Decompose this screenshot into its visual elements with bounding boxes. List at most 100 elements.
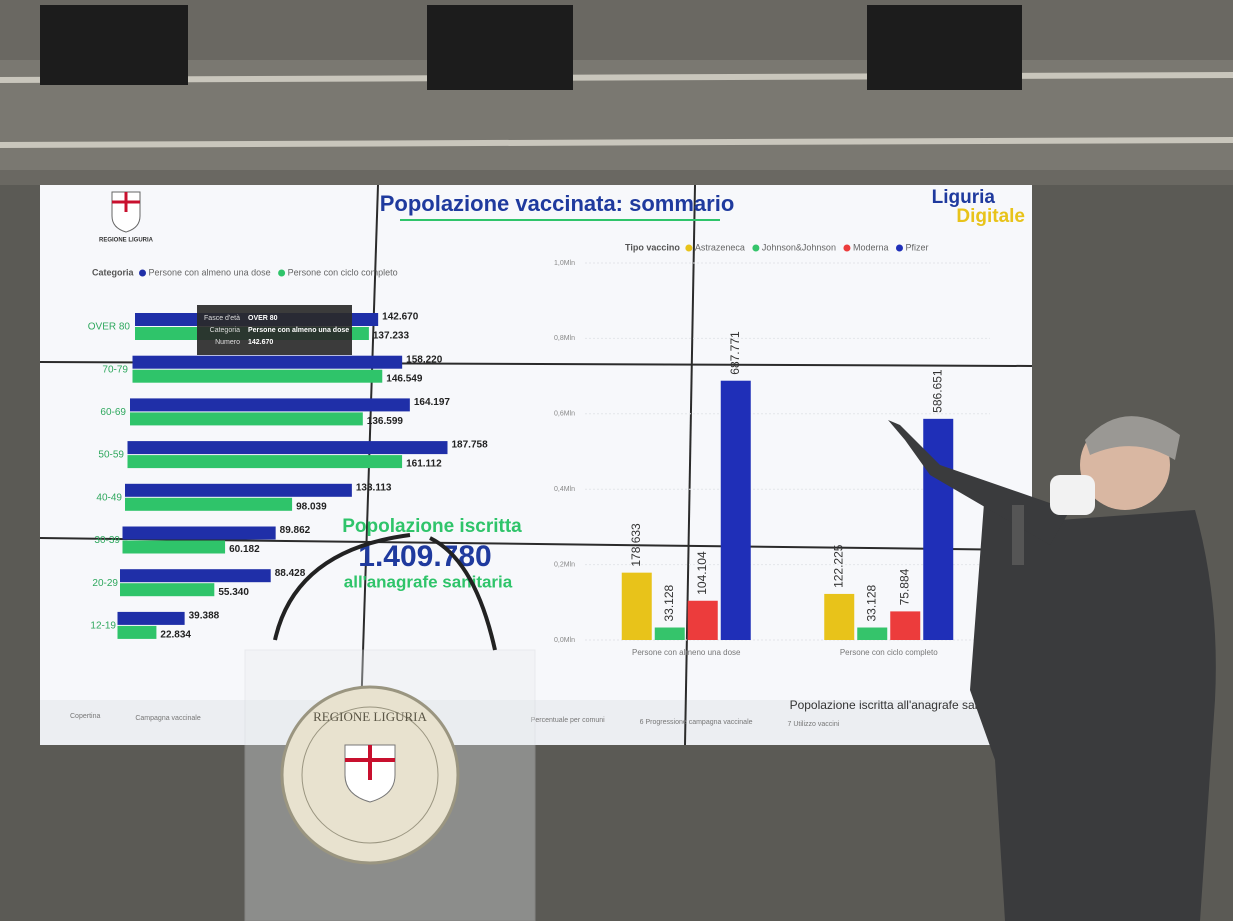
value-label: 75.884: [897, 568, 911, 605]
value-label: 39.388: [189, 611, 220, 622]
tab[interactable]: 7 Utilizzo vaccini: [788, 721, 840, 728]
value-label: 137.233: [373, 331, 410, 342]
center-number: 1.409.780: [358, 540, 491, 573]
bar: [890, 611, 920, 640]
tab[interactable]: Copertina: [70, 713, 100, 720]
tab[interactable]: Percentuale per comuni: [531, 717, 605, 724]
category-label: 40-49: [96, 492, 122, 503]
value-label: 133.113: [356, 482, 392, 493]
category-label: 12-19: [90, 621, 116, 632]
value-label: 164.197: [414, 397, 451, 408]
spotlight: [40, 5, 188, 85]
brand-top: Liguria: [932, 187, 996, 208]
value-label: 161.112: [406, 459, 442, 470]
logo-caption: REGIONE LIGURIA: [99, 238, 154, 244]
y-tick-label: 0,0Mln: [554, 637, 575, 644]
y-tick-label: 0,8Mln: [554, 335, 575, 342]
bar: [130, 398, 410, 411]
legend-swatch: [685, 245, 692, 252]
speaker-mask: [1050, 475, 1095, 515]
screen-title: Popolazione vaccinata: sommario: [380, 191, 735, 216]
y-tick-label: 0,2Mln: [554, 561, 575, 568]
value-label: 136.599: [367, 416, 404, 427]
bar: [120, 583, 214, 596]
tooltip-value: Persone con almeno una dose: [248, 327, 349, 334]
legend-swatch: [843, 245, 850, 252]
value-label: 22.834: [160, 630, 191, 641]
bar: [120, 569, 271, 582]
spotlight: [867, 5, 1022, 90]
value-label: 89.862: [280, 525, 311, 536]
value-label: 60.182: [229, 544, 260, 555]
value-label: 142.670: [382, 312, 419, 323]
value-label: 158.220: [406, 354, 443, 365]
brand-bottom: Digitale: [956, 206, 1025, 227]
legend-title: Categoria: [92, 267, 135, 277]
value-label: 187.758: [452, 440, 489, 451]
value-label: 104.104: [695, 551, 709, 595]
value-label: 88.428: [275, 568, 306, 579]
y-tick-label: 1,0Mln: [554, 260, 575, 267]
scene: REGIONE LIGURIA Popolazione vaccinata: s…: [0, 0, 1233, 921]
bar: [123, 541, 226, 554]
y-tick-label: 0,6Mln: [554, 411, 575, 418]
legend-label: Johnson&Johnson: [762, 242, 836, 252]
page: REGIONE LIGURIA Popolazione vaccinata: s…: [0, 0, 1233, 921]
legend-label: Moderna: [853, 242, 889, 252]
bar: [118, 612, 185, 625]
spotlight: [427, 5, 573, 90]
category-label: 60-69: [100, 407, 126, 418]
legend-swatch: [896, 245, 903, 252]
tooltip-value: OVER 80: [248, 315, 278, 322]
x-tick-label: Persone con almeno una dose: [632, 648, 741, 657]
tooltip-key: Numero: [215, 339, 240, 346]
speaker-body: [970, 490, 1216, 921]
legend-swatch: [139, 270, 146, 277]
bar: [130, 412, 363, 425]
center-line1: Popolazione iscritta: [342, 516, 522, 537]
bar: [923, 419, 953, 640]
category-label: 70-79: [102, 364, 128, 375]
legend-label: Persone con almeno una dose: [149, 267, 271, 277]
handheld-mic: [1012, 505, 1024, 565]
value-label: 33.128: [662, 584, 676, 621]
value-label: 178.633: [629, 523, 643, 567]
tab[interactable]: Campagna vaccinale: [135, 715, 200, 722]
value-label: 55.340: [218, 587, 249, 598]
bar: [133, 370, 383, 383]
tooltip-key: Categoria: [210, 327, 240, 334]
bar: [133, 356, 403, 369]
category-label: 20-29: [92, 578, 118, 589]
category-label: OVER 80: [88, 322, 131, 333]
legend-label: Astrazeneca: [695, 242, 745, 252]
bar: [125, 484, 352, 497]
value-label: 586.651: [930, 369, 944, 413]
podium-label: REGIONE LIGURIA: [313, 709, 427, 724]
value-label: 146.549: [386, 373, 423, 384]
value-label: 98.039: [296, 501, 327, 512]
value-label: 687.771: [728, 331, 742, 375]
bar: [125, 498, 292, 511]
tooltip-value: 142.670: [248, 339, 273, 346]
tab[interactable]: 6 Progressione campagna vaccinale: [640, 719, 753, 726]
category-label: 50-59: [98, 450, 124, 461]
bar: [128, 455, 403, 468]
legend-swatch: [278, 270, 285, 277]
bar: [123, 527, 276, 540]
bar: [688, 601, 718, 640]
bar: [622, 573, 652, 640]
bar: [721, 381, 751, 640]
bar: [655, 628, 685, 640]
center-line2: all'anagrafe sanitaria: [344, 572, 513, 591]
y-tick-label: 0,4Mln: [554, 486, 575, 493]
legend-swatch: [752, 245, 759, 252]
bar: [857, 628, 887, 640]
bar: [824, 594, 854, 640]
bar: [118, 626, 157, 639]
legend-label: Persone con ciclo completo: [288, 267, 398, 277]
category-label: 30-39: [94, 535, 120, 546]
value-label: 122.225: [831, 544, 845, 588]
tooltip-key: Fasce d'età: [204, 315, 240, 322]
legend-label: Pfizer: [905, 242, 928, 252]
bar: [128, 441, 448, 454]
